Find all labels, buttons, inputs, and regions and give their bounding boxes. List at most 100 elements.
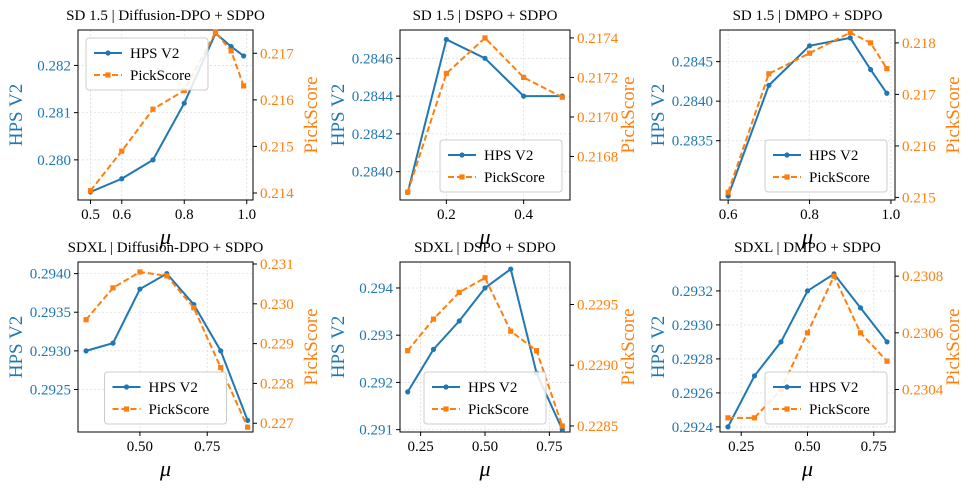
hps-data-point: [119, 176, 125, 182]
y-left-tick-label: 0.2928: [672, 352, 713, 368]
legend-label: HPS V2: [809, 148, 858, 164]
legend-label: HPS V2: [130, 46, 179, 62]
y-right-tick-label: 0.227: [260, 416, 294, 432]
legend-marker: [784, 406, 790, 412]
pickscore-series-line: [406, 36, 563, 193]
y-right-tick-label: 0.218: [902, 36, 936, 52]
hps-data-point: [884, 90, 890, 96]
hps-data-point: [804, 288, 811, 294]
pickscore-data-point: [137, 269, 143, 275]
hps-data-point: [228, 43, 234, 50]
hps-data-point: [751, 373, 758, 379]
y-right-tick-label: 0.217: [902, 87, 936, 103]
chart-title: SD 1.5 | DMPO + SDPO: [733, 8, 883, 24]
legend-label: PickScore: [130, 68, 191, 84]
pickscore-data-point: [443, 70, 449, 77]
y-right-tick-label: 0.229: [260, 337, 294, 353]
axes-frame: [77, 29, 254, 201]
pickscore-data-point: [559, 423, 565, 429]
y-left-tick-label: 0.2840: [672, 94, 713, 110]
pickscore-data-point: [405, 189, 411, 195]
legend-label: PickScore: [809, 402, 870, 418]
pickscore-data-point: [533, 348, 540, 354]
legend-marker: [784, 152, 790, 158]
legend-marker: [443, 406, 449, 412]
y-left-tick-label: 0.2926: [672, 386, 714, 402]
legend-label: HPS V2: [484, 148, 533, 164]
y-left-tick-label: 0.2840: [352, 165, 393, 181]
legend-marker: [784, 174, 790, 180]
legend-marker: [123, 384, 130, 390]
pickscore-data-point: [725, 189, 731, 195]
y-right-tick-label: 0.2304: [902, 383, 944, 399]
hps-data-point: [766, 82, 772, 88]
x-tick-label: 0.6: [112, 207, 131, 223]
pickscore-data-point: [83, 317, 89, 323]
hps-data-point: [218, 348, 224, 354]
legend: HPS V2 PickScore: [764, 139, 888, 193]
chart-title: SDXL | DMPO + SDPO: [734, 240, 881, 256]
pickscore-data-point: [87, 188, 94, 194]
y-right-tick-label: 0.216: [260, 93, 294, 109]
chart-panel: SD 1.5 | DSPO + SDPO 0.2 0.4 μ 0.2840 0.2842 0…: [328, 8, 639, 249]
pickscore-data-point: [521, 74, 527, 81]
x-tick-label: 1.0: [882, 207, 901, 223]
y-right-tick-label: 0.2172: [577, 70, 618, 86]
y-left-tick-label: 0.293: [359, 328, 393, 344]
legend-marker: [459, 174, 465, 180]
legend-box: [104, 371, 227, 425]
pickscore-data-point: [164, 273, 170, 279]
y-left-tick-label: 0.2935: [30, 305, 71, 321]
legend-marker: [443, 384, 449, 390]
hps-data-point: [456, 318, 462, 324]
axes-frame: [399, 29, 571, 201]
pickscore-data-point: [191, 305, 197, 311]
hps-data-point: [181, 100, 187, 106]
pickscore-data-point: [110, 285, 116, 291]
y-right-axis-label: PickScore: [618, 76, 639, 153]
hps-data-point: [482, 285, 488, 291]
pickscore-data-point: [241, 83, 247, 89]
hps-data-point: [778, 339, 784, 345]
y-left-tick-label: 0.294: [359, 281, 393, 297]
y-right-axis-label: PickScore: [618, 308, 639, 385]
y-left-tick-label: 0.2930: [30, 344, 71, 360]
pickscore-data-point: [847, 29, 853, 36]
pickscore-data-point: [456, 289, 462, 295]
y-left-tick-label: 0.292: [359, 375, 393, 391]
x-axis-label: μ: [159, 456, 171, 481]
pickscore-data-point: [119, 148, 125, 154]
x-axis-label: μ: [478, 224, 490, 249]
hps-data-point: [725, 424, 731, 430]
pickscore-data-point: [804, 330, 811, 336]
pickscore-data-point: [150, 106, 156, 112]
hps-data-point: [110, 340, 116, 346]
y-left-tick-label: 0.2932: [672, 284, 713, 300]
y-left-axis-label: HPS V2: [648, 84, 669, 146]
y-left-tick-label: 0.2940: [30, 267, 71, 283]
pickscore-data-point: [245, 424, 251, 430]
y-left-tick-label: 0.2844: [352, 89, 394, 105]
y-right-tick-label: 0.217: [260, 46, 294, 62]
pickscore-data-point: [725, 415, 731, 421]
legend-box: [439, 139, 563, 193]
hps-data-point: [137, 286, 143, 292]
legend-label: PickScore: [484, 170, 545, 186]
x-tick-label: 0.8: [175, 207, 194, 223]
hps-data-point: [241, 53, 247, 59]
axes-frame: [719, 29, 896, 201]
x-tick-label: 0.6: [719, 207, 738, 223]
legend-label: HPS V2: [809, 380, 858, 396]
y-right-tick-label: 0.2168: [577, 150, 618, 166]
legend: HPS V2 PickScore: [439, 139, 563, 193]
x-tick-label: 0.75: [536, 439, 562, 455]
chart-panel: SDXL | DMPO + SDPO 0.25 0.50 0.75 μ 0.2924 0.2…: [648, 240, 964, 481]
chart-panel: SDXL | Diffusion-DPO + SDPO 0.50 0.75 μ 0.29…: [6, 240, 322, 481]
y-right-axis-label: PickScore: [943, 76, 964, 153]
y-left-axis-label: HPS V2: [328, 316, 349, 378]
chart-panel: SD 1.5 | DMPO + SDPO 0.6 0.8 1.0 μ 0.2835 0.28…: [648, 8, 964, 249]
y-left-axis-label: HPS V2: [6, 316, 27, 378]
y-right-axis-label: PickScore: [943, 308, 964, 385]
y-left-axis-label: HPS V2: [648, 316, 669, 378]
pickscore-data-point: [218, 364, 224, 371]
